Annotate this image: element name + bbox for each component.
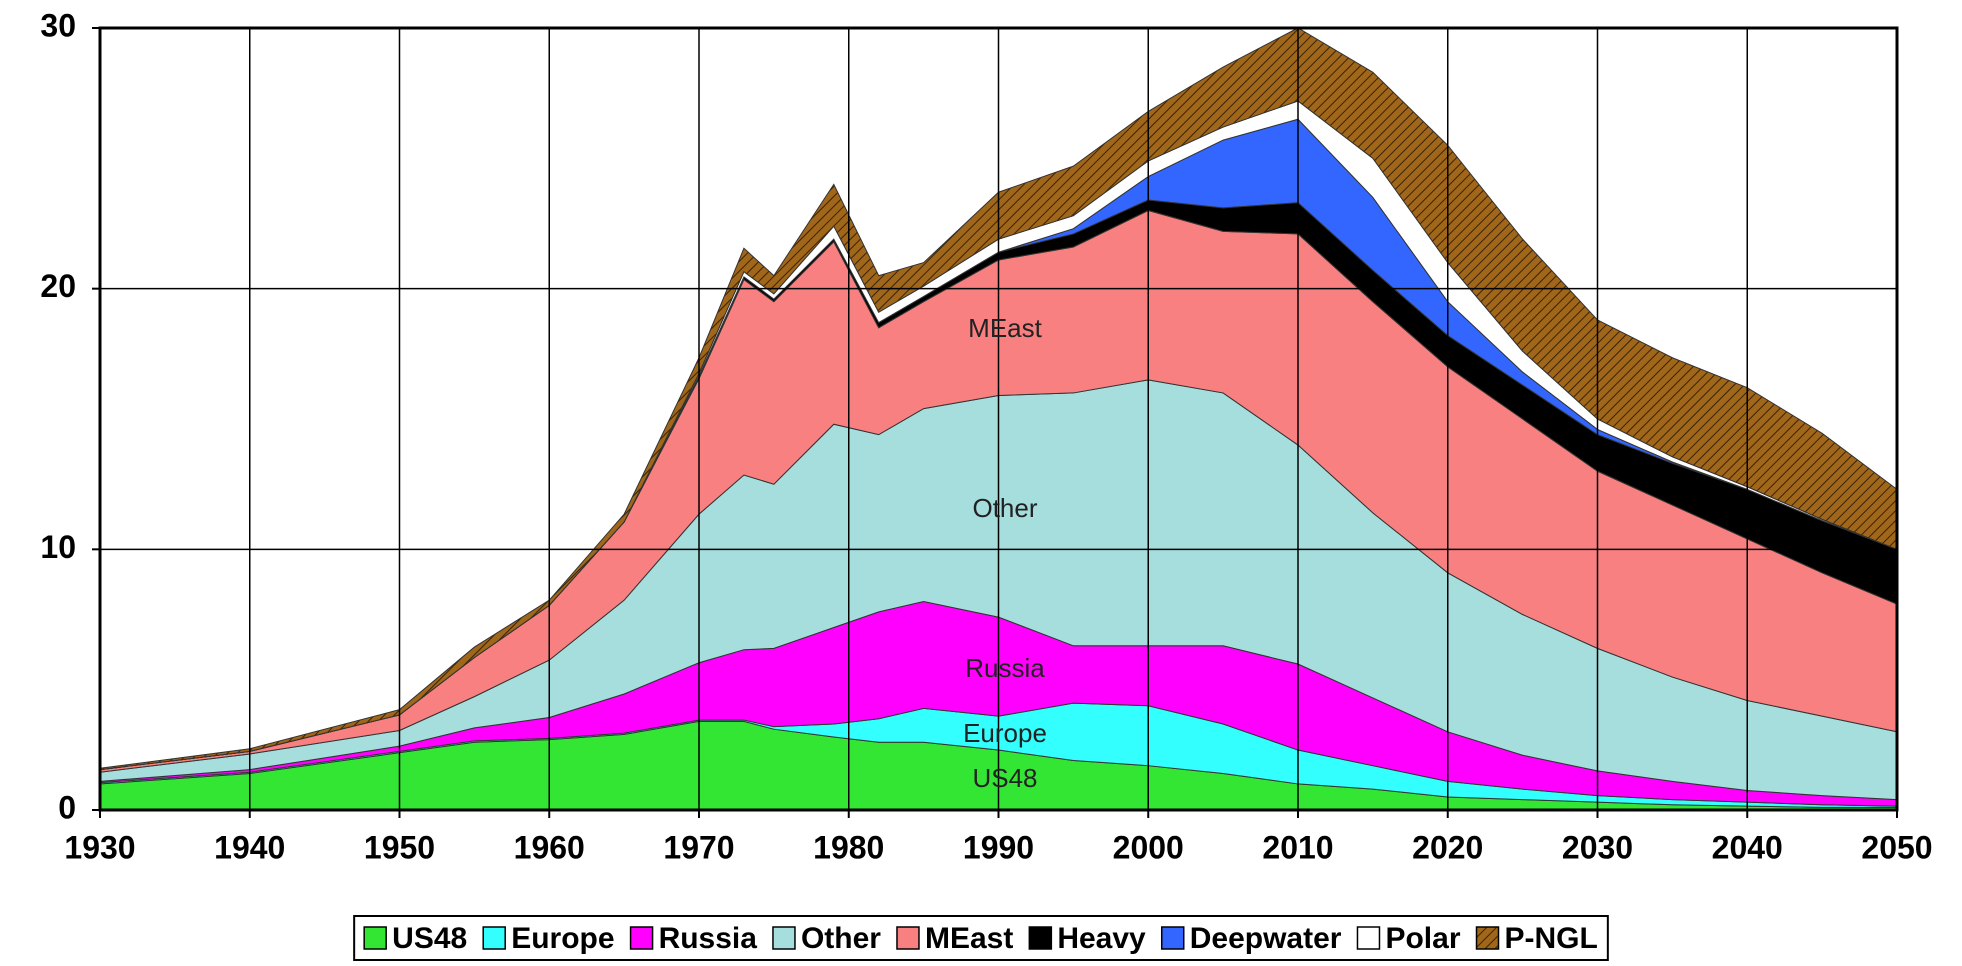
axes: 1930 1940 1950 1960 1970 1980 1990 2000 2010 2020…	[40, 7, 1932, 865]
legend-label: Other	[801, 922, 881, 955]
legend-item: P-NGL	[1475, 922, 1598, 955]
legend-label: Heavy	[1057, 922, 1146, 955]
area-labels: MEast Other Russia Europe US48	[963, 313, 1047, 793]
x-tick-label: 1950	[364, 829, 435, 865]
legend-label: Deepwater	[1190, 922, 1342, 955]
legend-label: Europe	[511, 922, 614, 955]
legend-item: MEast	[896, 922, 1013, 955]
x-tick-label: 2050	[1861, 829, 1932, 865]
x-tick-label: 1970	[663, 829, 734, 865]
legend-swatch	[482, 926, 506, 950]
legend: US48 Europe Russia Other MEast Heavy Deepwater…	[353, 915, 1609, 961]
legend-frame	[353, 915, 1609, 961]
legend-swatch	[1160, 926, 1185, 950]
legend-swatch	[896, 926, 920, 950]
x-tick-label: 2040	[1712, 829, 1783, 865]
legend-item: Europe	[482, 922, 615, 955]
plot-frame	[98, 26, 1899, 812]
legend-label: Russia	[659, 922, 758, 955]
area-label: US48	[972, 763, 1037, 793]
legend-item: Polar	[1356, 922, 1461, 955]
legend-label: MEast	[925, 922, 1013, 955]
x-tick-label: 1960	[514, 829, 585, 865]
area-label: MEast	[968, 313, 1042, 343]
legend-swatch	[772, 926, 796, 950]
legend-label: Polar	[1385, 922, 1460, 955]
x-tick-label: 1980	[813, 829, 884, 865]
legend-item: US48	[363, 922, 467, 955]
x-tick-label: 2000	[1113, 829, 1184, 865]
y-tick-label: 20	[40, 268, 76, 304]
legend-swatch	[1475, 926, 1500, 950]
legend-swatch	[629, 926, 654, 950]
area-label: Other	[972, 493, 1037, 523]
x-tick-label: 2010	[1262, 829, 1333, 865]
legend-item: Other	[772, 922, 881, 955]
legend-swatch	[1356, 926, 1381, 950]
x-tick-label: 2030	[1562, 829, 1633, 865]
area-label: Russia	[965, 653, 1045, 683]
x-tick-label: 1930	[64, 829, 135, 865]
legend-swatch	[1028, 926, 1053, 950]
legend-item: Deepwater	[1160, 922, 1342, 955]
x-tick-label: 1990	[963, 829, 1034, 865]
legend-swatch	[363, 926, 387, 950]
legend-item: Heavy	[1028, 922, 1146, 955]
y-tick-label: 10	[40, 529, 76, 565]
legend-label: US48	[392, 922, 467, 955]
x-tick-label: 2020	[1412, 829, 1483, 865]
legend-label: P-NGL	[1505, 922, 1598, 955]
x-tick-label: 1940	[214, 829, 285, 865]
y-tick-label: 0	[58, 789, 76, 825]
legend-item: Russia	[629, 922, 758, 955]
area-label: Europe	[963, 718, 1047, 748]
y-tick-label: 30	[40, 7, 76, 43]
